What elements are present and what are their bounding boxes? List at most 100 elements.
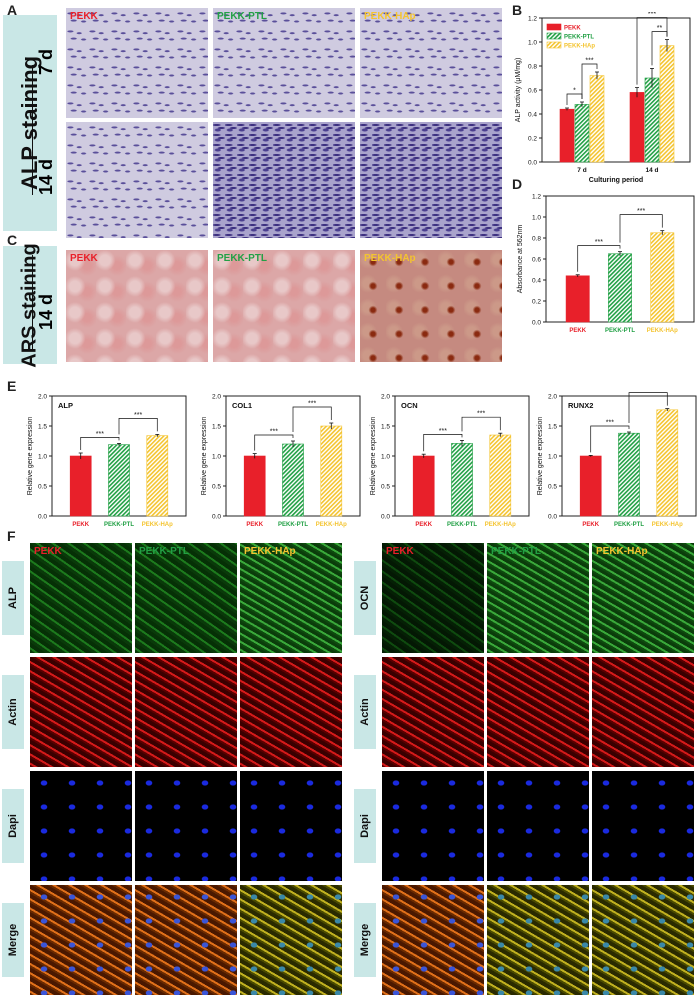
y-tick-label: 0.8 — [528, 64, 537, 71]
y-tick-label: 0.0 — [381, 514, 390, 521]
column-label: PEKK-HAp — [596, 546, 648, 557]
row-label-text: Actin — [359, 698, 371, 726]
x-tick-label: PEKK-PTL — [447, 522, 477, 528]
bar — [320, 425, 343, 517]
bar — [69, 455, 92, 517]
column-label: PEKK-PTL — [139, 546, 189, 557]
y-tick-label: 1.0 — [532, 215, 541, 222]
x-tick-label: PEKK-PTL — [278, 522, 308, 528]
y-tick-label: 1.0 — [381, 454, 390, 461]
ars-staining-label: ARS staining — [3, 243, 57, 367]
right-merge-pekk-hap-image — [592, 885, 694, 995]
significance-label: *** — [644, 390, 652, 393]
significance-label: *** — [648, 12, 656, 18]
significance-bracket — [651, 31, 668, 66]
y-tick-label: 2.0 — [38, 394, 47, 401]
left-actin-pekk-ptl-image — [135, 657, 237, 767]
right-dapi-pekk-hap-image — [592, 771, 694, 881]
y-tick-label: 1.0 — [212, 454, 221, 461]
y-tick-label: 0.6 — [532, 257, 541, 264]
bar — [579, 455, 602, 517]
alp-staining-label: ALP staining — [3, 15, 57, 231]
chart-title: RUNX2 — [568, 401, 593, 410]
y-tick-label: 0.0 — [38, 514, 47, 521]
y-axis-label: Relative gene expression — [201, 417, 208, 496]
chart-title: OCN — [401, 401, 418, 410]
bar — [659, 45, 675, 163]
left-actin-pekk-hap-image — [240, 657, 342, 767]
row-label-text: Merge — [7, 923, 19, 957]
bar — [108, 444, 130, 517]
significance-bracket — [461, 416, 501, 432]
chart-b: 0.0 0.2 0.4 0.6 0.8 1.0 1.2 ALP activity (μM/mg… — [515, 12, 691, 184]
right-merge-pekk-ptl-image — [487, 885, 589, 995]
right-merge-pekk-image — [382, 885, 484, 995]
legend-label: PEKK-HAp — [564, 44, 595, 50]
column-label: PEKK-HAp — [244, 546, 296, 557]
x-tick-label: PEKK — [72, 522, 89, 528]
legend-swatch — [546, 41, 562, 49]
left-merge-pekk-image — [30, 885, 132, 995]
y-tick-label: 0.0 — [532, 320, 541, 327]
panel-letter-e: E — [7, 378, 17, 394]
significance-label: *** — [477, 411, 485, 418]
row-label-text: Dapi — [7, 814, 19, 838]
alp-14d-hap-image — [360, 122, 502, 238]
chart-e-alp: 0.0 0.5 1.0 1.5 2.0 Relative gene expression A… — [27, 394, 187, 528]
y-tick-label: 1.0 — [528, 40, 537, 47]
alp-7d-pekk-image: PEKK — [66, 8, 208, 118]
left-dapi-pekk-image — [30, 771, 132, 881]
chart-e-col1: 0.0 0.5 1.0 1.5 2.0 Relative gene expression C… — [201, 394, 361, 528]
y-tick-label: 0.4 — [532, 278, 541, 285]
y-tick-label: 1.2 — [528, 16, 537, 23]
y-axis-label: Relative gene expression — [27, 417, 34, 496]
ars-pekk-image: PEKK — [66, 250, 208, 362]
ars-ptl-image: PEKK-PTL — [213, 250, 355, 362]
significance-label: *** — [595, 239, 603, 246]
row-label-merge: Merge — [2, 903, 24, 977]
y-tick-label: 1.5 — [548, 424, 557, 431]
y-tick-label: 2.0 — [381, 394, 390, 401]
right-ocn-pekk-ptl-image: PEKK-PTL — [487, 543, 589, 653]
legend-swatch — [546, 32, 562, 40]
x-tick-label: PEKK-HAp — [647, 328, 678, 334]
y-axis-label: Relative gene expression — [537, 417, 544, 496]
right-ocn-pekk-hap-image: PEKK-HAp — [592, 543, 694, 653]
y-tick-label: 0.5 — [381, 484, 390, 491]
y-tick-label: 2.0 — [212, 394, 221, 401]
chart-e-ocn: 0.0 0.5 1.0 1.5 2.0 Relative gene expression O… — [370, 394, 530, 528]
y-tick-label: 0.2 — [528, 136, 537, 143]
x-tick-label: PEKK-PTL — [614, 522, 644, 528]
alp-14d-pekk-image — [66, 122, 208, 238]
x-tick-label: PEKK — [569, 328, 586, 334]
y-tick-label: 0.5 — [38, 484, 47, 491]
bar — [451, 443, 473, 517]
x-tick-label: PEKK-HAp — [142, 522, 173, 528]
x-tick-label: PEKK-HAp — [652, 522, 683, 528]
x-tick-label: PEKK — [246, 522, 263, 528]
right-actin-pekk-image — [382, 657, 484, 767]
row-label-alp: ALP — [2, 561, 24, 635]
row-label-text: Dapi — [359, 814, 371, 838]
ars-hap-image: PEKK-HAp — [360, 250, 502, 362]
x-tick-label: PEKK-HAp — [485, 522, 516, 528]
significance-bracket — [590, 425, 630, 453]
x-tick-label: PEKK — [582, 522, 599, 528]
x-tick-label: 14 d — [645, 167, 658, 174]
alp-row-7d: 7 d — [36, 48, 56, 75]
bar — [146, 435, 169, 517]
x-tick-label: 7 d — [577, 167, 586, 174]
chart-title: ALP — [58, 401, 73, 410]
significance-label: *** — [439, 428, 447, 435]
bar — [489, 434, 512, 517]
significance-bracket — [292, 406, 332, 432]
y-tick-label: 0.5 — [212, 484, 221, 491]
significance-bracket — [254, 434, 294, 451]
chart-d: 0.0 0.2 0.4 0.6 0.8 1.0 1.2 Absorbance at 562nm… — [517, 194, 695, 334]
column-label: PEKK — [34, 546, 62, 557]
ars-staining-divider — [32, 255, 33, 350]
panel-letter-f: F — [7, 528, 16, 544]
row-label-dapi: Dapi — [354, 789, 376, 863]
significance-bracket — [636, 17, 668, 85]
y-tick-label: 1.5 — [38, 424, 47, 431]
